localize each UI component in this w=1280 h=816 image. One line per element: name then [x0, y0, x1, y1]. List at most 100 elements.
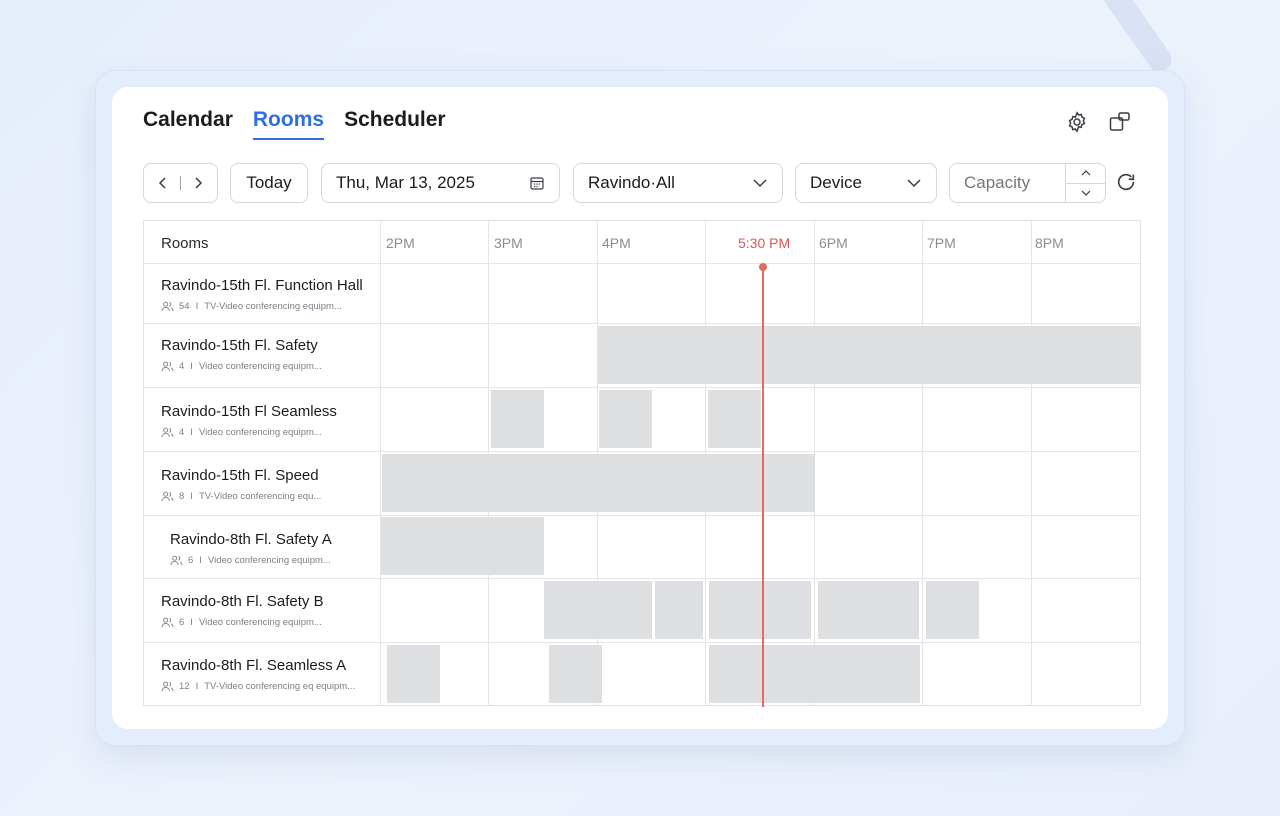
booking-block[interactable] [381, 517, 544, 575]
room-name: Ravindo-8th Fl. Safety A [170, 531, 332, 548]
booking-block[interactable] [709, 645, 920, 703]
room-capacity: 12 [179, 681, 190, 692]
room-equipment: Video conferencing equipm... [198, 617, 322, 628]
date-value: Thu, Mar 13, 2025 [336, 173, 475, 192]
capacity-stepper [949, 163, 1106, 203]
chevron-up-icon [1081, 170, 1090, 176]
capacity-increment-button[interactable] [1066, 164, 1105, 184]
booking-block[interactable] [382, 454, 815, 512]
room-name: Ravindo-15th Fl. Safety [161, 337, 318, 354]
date-nav-group [143, 163, 218, 203]
people-icon [161, 427, 174, 438]
grid-line [1031, 221, 1032, 705]
grid-line [144, 323, 1140, 324]
date-picker[interactable]: Thu, Mar 13, 2025 [321, 163, 560, 203]
device-value: Device [810, 173, 862, 192]
rooms-column-header: Rooms [161, 235, 209, 252]
chevron-right-icon[interactable] [192, 176, 204, 190]
booking-block[interactable] [598, 326, 1141, 384]
grid-line [144, 578, 1140, 579]
hour-label: 8PM [1035, 235, 1064, 251]
today-button[interactable]: Today [230, 163, 308, 203]
room-row-label[interactable]: Ravindo-15th Fl. Function Hall 54 I TV-Vi… [161, 277, 363, 312]
booking-block[interactable] [387, 645, 440, 703]
people-icon [161, 301, 174, 312]
location-select[interactable]: Ravindo·All [573, 163, 783, 203]
room-name: Ravindo-8th Fl. Safety B [161, 593, 324, 610]
grid-line [144, 515, 1140, 516]
current-time-label: 5:30 PM [738, 235, 791, 251]
hour-label: 2PM [386, 235, 415, 251]
grid-line [922, 221, 923, 705]
view-tabs: Calendar Rooms Scheduler [143, 108, 446, 140]
people-icon [161, 681, 174, 692]
booking-block[interactable] [544, 581, 652, 639]
chevron-down-icon [753, 179, 767, 188]
chevron-left-icon[interactable] [157, 176, 169, 190]
window-popout-icon[interactable] [1108, 110, 1132, 134]
calendar-icon[interactable] [529, 175, 545, 191]
capacity-stepper-controls [1065, 164, 1105, 202]
grid-line [144, 387, 1140, 388]
hour-label: 3PM [494, 235, 523, 251]
room-name: Ravindo-15th Fl. Speed [161, 467, 319, 484]
booking-block[interactable] [491, 390, 544, 448]
booking-block[interactable] [818, 581, 919, 639]
room-name: Ravindo-15th Fl. Function Hall [161, 277, 363, 294]
people-icon [161, 361, 174, 372]
hour-label: 4PM [602, 235, 631, 251]
chevron-down-icon [1081, 190, 1090, 196]
room-schedule-grid: Rooms 2PM 3PM 4PM 5:30 PM 6PM 7PM 8PM Ra… [143, 220, 1141, 707]
people-icon [161, 617, 174, 628]
booking-block[interactable] [655, 581, 703, 639]
hour-label: 6PM [819, 235, 848, 251]
room-capacity: 6 [188, 555, 194, 566]
grid-line [144, 263, 1140, 264]
gear-icon[interactable] [1065, 110, 1089, 134]
room-equipment: TV-Video conferencing eq equipm... [204, 681, 356, 692]
people-icon [161, 491, 174, 502]
refresh-icon[interactable] [1115, 171, 1137, 193]
room-row-label[interactable]: Ravindo-8th Fl. Seamless A 12 I TV-Video … [161, 657, 355, 692]
device-select[interactable]: Device [795, 163, 937, 203]
room-meta: 54 I TV-Video conferencing equipm... [161, 301, 363, 312]
tab-calendar[interactable]: Calendar [143, 108, 233, 131]
capacity-decrement-button[interactable] [1066, 184, 1105, 203]
booking-block[interactable] [599, 390, 652, 448]
current-time-indicator [762, 267, 764, 707]
hour-label: 7PM [927, 235, 956, 251]
booking-block[interactable] [926, 581, 979, 639]
room-capacity: 6 [179, 617, 185, 628]
room-capacity: 4 [179, 427, 185, 438]
capacity-input[interactable] [964, 173, 1065, 193]
background-decoration [1087, 0, 1177, 77]
booking-block[interactable] [709, 581, 811, 639]
room-equipment: Video conferencing equipm... [198, 427, 322, 438]
room-equipment: TV-Video conferencing equipm... [204, 301, 342, 312]
current-time-dot [759, 263, 767, 271]
grid-line [144, 451, 1140, 452]
room-meta: 12 I TV-Video conferencing eq equipm... [161, 681, 355, 692]
grid-line [144, 642, 1140, 643]
room-equipment: Video conferencing equipm... [198, 361, 322, 372]
room-equipment: Video conferencing equipm... [207, 555, 331, 566]
room-equipment: TV-Video conferencing equ... [198, 491, 322, 502]
tab-scheduler[interactable]: Scheduler [344, 108, 446, 131]
booking-block[interactable] [708, 390, 761, 448]
room-name: Ravindo-15th Fl Seamless [161, 403, 337, 420]
chevron-down-icon [907, 179, 921, 188]
room-capacity: 54 [179, 301, 190, 312]
room-capacity: 4 [179, 361, 185, 372]
tab-rooms[interactable]: Rooms [252, 108, 325, 140]
booking-block[interactable] [549, 645, 602, 703]
